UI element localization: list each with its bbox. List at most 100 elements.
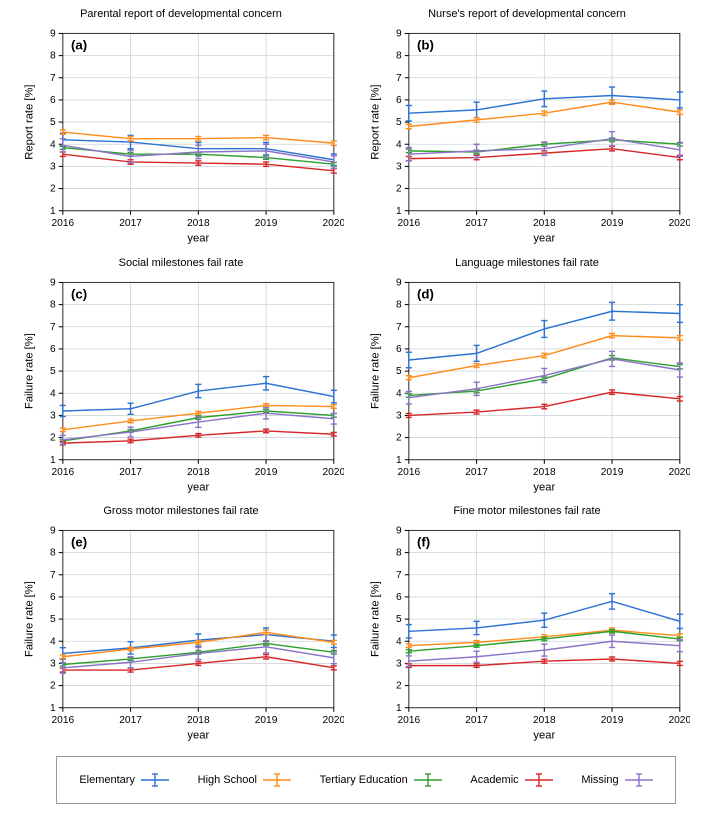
legend-swatch	[414, 773, 442, 787]
y-tick-label: 8	[50, 51, 56, 62]
legend-swatch	[263, 773, 291, 787]
panel: Social milestones fail rate1234567892016…	[18, 257, 344, 494]
y-tick-label: 1	[50, 206, 56, 217]
y-tick-label: 5	[396, 117, 402, 128]
y-tick-label: 4	[50, 637, 56, 648]
panel-code: (a)	[71, 38, 87, 53]
legend-item: Tertiary Education	[320, 773, 442, 787]
x-axis-label: year	[533, 481, 555, 493]
legend-swatch	[625, 773, 653, 787]
y-tick-label: 1	[396, 703, 402, 714]
panel-code: (e)	[71, 535, 87, 550]
x-tick-label: 2020	[322, 218, 344, 229]
y-tick-label: 7	[50, 570, 56, 581]
y-tick-label: 3	[396, 659, 402, 670]
y-axis-label: Failure rate [%]	[23, 581, 35, 657]
panel-title: Gross motor milestones fail rate	[18, 505, 344, 519]
panel-svg: 12345678920162017201820192020yearFailure…	[364, 273, 690, 496]
y-tick-label: 5	[50, 117, 56, 128]
y-axis-label: Report rate [%]	[23, 84, 35, 159]
y-tick-label: 9	[396, 29, 402, 40]
x-tick-label: 2018	[187, 218, 210, 229]
panel-code: (b)	[417, 38, 434, 53]
x-axis-label: year	[187, 232, 209, 244]
y-tick-label: 2	[396, 184, 402, 195]
x-tick-label: 2019	[255, 715, 278, 726]
x-axis-label: year	[533, 232, 555, 244]
y-tick-label: 5	[396, 366, 402, 377]
y-tick-label: 6	[50, 344, 56, 355]
panel-title: Language milestones fail rate	[364, 257, 690, 271]
y-tick-label: 7	[50, 321, 56, 332]
y-tick-label: 7	[396, 321, 402, 332]
x-tick-label: 2020	[668, 715, 690, 726]
panel-title: Parental report of developmental concern	[18, 8, 344, 22]
y-tick-label: 1	[396, 206, 402, 217]
y-tick-label: 6	[50, 95, 56, 106]
y-tick-label: 9	[50, 277, 56, 288]
x-tick-label: 2018	[533, 467, 556, 478]
panel-svg: 12345678920162017201820192020yearReport …	[364, 24, 690, 247]
y-tick-label: 8	[396, 548, 402, 559]
x-tick-label: 2017	[465, 467, 488, 478]
y-tick-label: 6	[396, 592, 402, 603]
x-tick-label: 2020	[668, 218, 690, 229]
x-tick-label: 2017	[119, 715, 142, 726]
y-tick-label: 6	[50, 592, 56, 603]
x-axis-label: year	[187, 730, 209, 742]
panel-svg: 12345678920162017201820192020yearReport …	[18, 24, 344, 247]
panel: Nurse's report of developmental concern 1…	[364, 8, 690, 245]
legend-item: Elementary	[79, 773, 169, 787]
x-tick-label: 2018	[533, 715, 556, 726]
y-axis-label: Report rate [%]	[369, 84, 381, 159]
y-tick-label: 5	[50, 366, 56, 377]
y-tick-label: 8	[396, 51, 402, 62]
panel: Gross motor milestones fail rate12345678…	[18, 505, 344, 742]
y-tick-label: 3	[50, 659, 56, 670]
x-tick-label: 2017	[465, 715, 488, 726]
y-tick-label: 1	[50, 454, 56, 465]
legend: Elementary High School Tertiary Education A…	[56, 756, 676, 804]
x-tick-label: 2018	[187, 715, 210, 726]
y-tick-label: 4	[396, 139, 402, 150]
x-tick-label: 2019	[601, 715, 624, 726]
x-tick-label: 2019	[601, 218, 624, 229]
x-tick-label: 2016	[398, 715, 421, 726]
legend-label: Missing	[581, 774, 618, 786]
y-tick-label: 7	[396, 570, 402, 581]
y-axis-label: Failure rate [%]	[369, 581, 381, 657]
x-tick-label: 2016	[398, 218, 421, 229]
x-tick-label: 2019	[255, 218, 278, 229]
panel: Fine motor milestones fail rate123456789…	[364, 505, 690, 742]
legend-label: High School	[198, 774, 257, 786]
x-tick-label: 2016	[52, 218, 75, 229]
y-axis-label: Failure rate [%]	[369, 333, 381, 409]
x-tick-label: 2019	[255, 467, 278, 478]
y-tick-label: 3	[396, 410, 402, 421]
panel-svg: 12345678920162017201820192020yearFailure…	[364, 521, 690, 744]
x-tick-label: 2018	[533, 218, 556, 229]
y-tick-label: 2	[50, 432, 56, 443]
y-tick-label: 1	[396, 454, 402, 465]
legend-swatch	[525, 773, 553, 787]
y-tick-label: 6	[396, 344, 402, 355]
y-tick-label: 8	[50, 299, 56, 310]
panel-grid: Parental report of developmental concern…	[0, 0, 708, 750]
y-tick-label: 2	[50, 681, 56, 692]
panel-code: (c)	[71, 286, 87, 301]
y-tick-label: 2	[396, 681, 402, 692]
legend-item: Academic	[470, 773, 552, 787]
x-tick-label: 2016	[52, 715, 75, 726]
y-tick-label: 9	[396, 277, 402, 288]
legend-label: Elementary	[79, 774, 135, 786]
panel-title: Social milestones fail rate	[18, 257, 344, 271]
y-tick-label: 1	[50, 703, 56, 714]
x-tick-label: 2016	[52, 467, 75, 478]
y-tick-label: 9	[50, 29, 56, 40]
panel-title: Nurse's report of developmental concern	[364, 8, 690, 22]
legend-swatch	[141, 773, 169, 787]
y-tick-label: 9	[396, 526, 402, 537]
x-tick-label: 2020	[668, 467, 690, 478]
x-tick-label: 2020	[322, 467, 344, 478]
panel: Language milestones fail rate12345678920…	[364, 257, 690, 494]
